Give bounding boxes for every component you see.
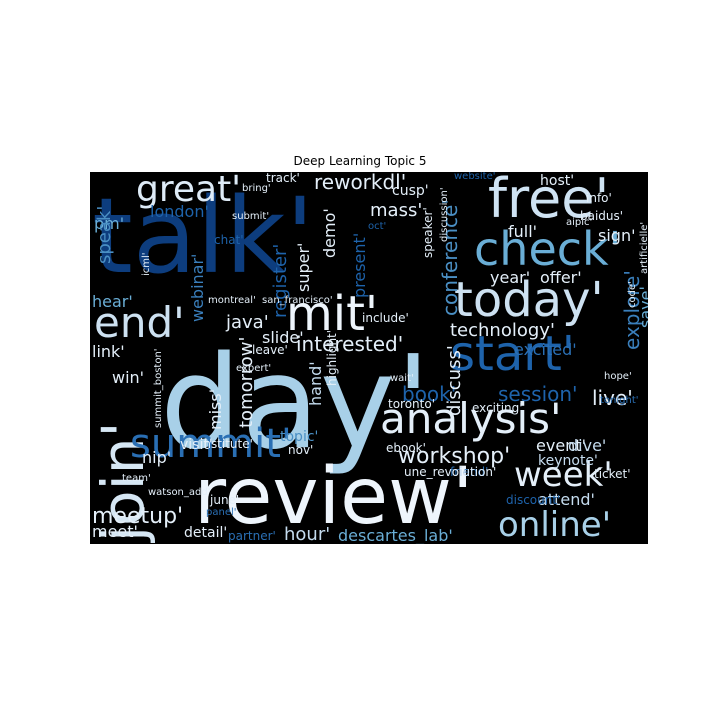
cloud-word: end' [94, 298, 185, 347]
cloud-word: summit' [130, 421, 292, 467]
cloud-word: pm' [94, 214, 125, 233]
cloud-word: free' [488, 172, 610, 230]
cloud-word: june' [210, 493, 240, 507]
cloud-word: bring' [242, 183, 271, 194]
cloud-word: watson_add' [148, 487, 211, 498]
cloud-word: miss' [206, 388, 225, 430]
cloud-word: track' [266, 172, 300, 185]
cloud-word: check' [474, 222, 622, 276]
cloud-word: wait' [390, 373, 414, 384]
cloud-word: workshop' [398, 444, 511, 469]
cloud-word: book' [402, 382, 457, 406]
cloud-word: live' [592, 386, 633, 410]
cloud-word: submit' [232, 211, 270, 222]
cloud-word: online' [498, 505, 612, 544]
cloud-word: analysis' [380, 394, 562, 443]
cloud-word: hour' [284, 524, 331, 544]
cloud-word: start' [450, 326, 575, 382]
cloud-word: highlight' [325, 329, 339, 386]
cloud-word: meetup' [92, 504, 184, 529]
cloud-word: montreal' [208, 295, 256, 306]
cloud-word: tonight' [600, 395, 639, 406]
cloud-word: partner' [228, 529, 276, 543]
cloud-word: speak' [94, 205, 115, 264]
cloud-word: cusp' [392, 183, 429, 199]
cloud-word: excited' [514, 340, 577, 359]
cloud-word: interested' [296, 332, 404, 356]
cloud-word: sign' [598, 226, 636, 245]
cloud-word: ticket' [594, 467, 631, 481]
cloud-word: host' [540, 173, 575, 189]
cloud-word: event' [536, 436, 586, 455]
cloud-word: java' [226, 312, 269, 333]
cloud-word: artificielle' [639, 221, 648, 274]
cloud-word: descartes_lab' [338, 526, 453, 544]
cloud-word: topic' [280, 429, 319, 445]
chart-title: Deep Learning Topic 5 [293, 154, 427, 168]
cloud-word: code' [627, 281, 638, 308]
cloud-word: talk' [92, 175, 315, 297]
cloud-word: website' [454, 172, 496, 182]
cloud-word: dive' [568, 436, 607, 455]
cloud-word: session' [498, 382, 578, 406]
cloud-word: nov' [288, 443, 314, 457]
cloud-word: oct' [368, 221, 387, 232]
cloud-word: day' [160, 329, 431, 478]
cloud-word: nip' [142, 448, 172, 467]
cloud-word: attend' [538, 490, 595, 509]
cloud-word: demo' [320, 208, 339, 258]
cloud-word: great' [136, 172, 242, 210]
cloud-word: reworkdl' [314, 172, 407, 194]
cloud-word: win' [112, 368, 145, 387]
word-cloud-canvas: talk' day' review' free' check' today' start' a… [90, 172, 648, 544]
cloud-word: info' [586, 191, 612, 205]
cloud-word: discuss' [444, 345, 465, 416]
cloud-word: slide' [262, 328, 304, 347]
cloud-word: expert' [236, 363, 272, 374]
cloud-word: detail' [184, 525, 228, 541]
cloud-word: register' [270, 243, 291, 318]
cloud-word: review' [194, 452, 474, 542]
cloud-word: institute' [200, 437, 253, 451]
cloud-word: icml' [141, 252, 152, 276]
cloud-word: week' [514, 455, 613, 495]
cloud-word: today' [454, 272, 604, 328]
cloud-word: team' [122, 473, 151, 484]
cloud-word: hand' [306, 361, 325, 406]
cloud-word: year' [490, 268, 531, 287]
cloud-word: visit' [180, 437, 213, 453]
cloud-word: keynote' [538, 453, 598, 469]
cloud-word: discount' [506, 493, 561, 507]
cloud-word: meet' [92, 522, 138, 541]
cloud-word: save' [636, 286, 648, 328]
cloud-word: present' [350, 232, 369, 298]
cloud-word: london' [150, 202, 209, 221]
cloud-word: hope' [604, 371, 632, 382]
cloud-word: exciting' [472, 401, 523, 415]
cloud-word: offer' [540, 268, 582, 287]
cloud-word: super' [294, 242, 313, 292]
cloud-word: chat' [214, 233, 244, 247]
cloud-word: ebook' [386, 441, 426, 455]
cloud-word: une_revolution' [404, 465, 497, 479]
cloud-word: include' [362, 311, 409, 325]
cloud-word: link' [92, 342, 125, 361]
cloud-word: aipic' [566, 217, 593, 228]
cloud-word: hear' [92, 292, 133, 311]
cloud-word: summit_boston' [153, 348, 164, 428]
cloud-word: baidus' [580, 209, 624, 223]
cloud-word: discussion' [439, 187, 450, 242]
cloud-word: toronto' [388, 397, 436, 411]
cloud-word: san_francisco' [262, 295, 333, 306]
cloud-word: mass' [370, 200, 423, 221]
cloud-word: mit' [286, 286, 379, 342]
cloud-word: speaker' [421, 207, 435, 258]
cloud-word: full' [508, 222, 538, 241]
cloud-word: leave' [252, 343, 288, 357]
cloud-word: technology' [450, 320, 555, 341]
cloud-word: friend' [450, 465, 489, 479]
cloud-word: webinar' [188, 253, 207, 322]
cloud-word: panel' [206, 507, 237, 518]
